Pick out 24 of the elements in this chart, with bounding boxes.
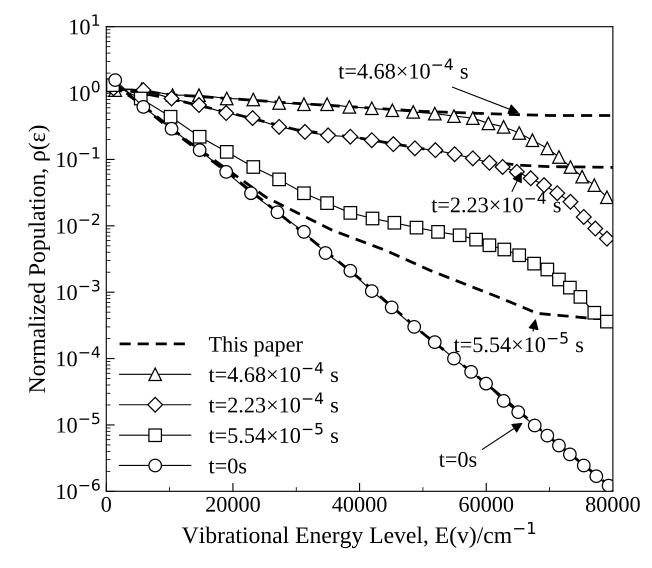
y-tick-label: 10$^{−1}$ [57,147,100,168]
legend-label: t=5.54×10$^{−5}$ s [208,422,338,444]
x-tick-label: 20000 [206,496,260,512]
legend-label: This paper [208,336,303,356]
annotation: t=4.68×10$^{−4}$ s [338,58,468,79]
x-tick-label: 60000 [459,496,514,512]
annotation: t=5.54×10$^{−5}$ s [454,332,584,352]
annotation: t=2.23×10$^{−4}$ s [431,192,561,213]
y-tick-label: 10$^{−6}$ [57,478,100,500]
x-tick-label: 0 [102,496,111,512]
y-tick-label: 10$^{−5}$ [57,412,100,433]
y-tick-label: 10$^{−2}$ [57,213,100,234]
y-tick-label: 10$^{0}$ [70,80,100,101]
legend-label: t=2.23×10$^{−4}$ s [208,392,338,413]
annotation: t=0s [438,452,476,467]
y-tick-label: 10$^{−4}$ [57,346,100,366]
y-tick-label: 10$^{1}$ [70,14,100,35]
x-axis-title: Vibrational Energy Level, E(v)/cm$^{−1}$ [182,522,536,548]
y-tick-label: 10$^{−3}$ [57,280,100,300]
legend-label: t=4.68×10$^{−4}$ s [208,362,338,382]
legend-label: t=0s [208,458,246,474]
x-tick-label: 40000 [332,496,387,512]
y-axis-title: Normalized Population, ρ(ε) [28,126,50,393]
x-tick-label: 80000 [586,496,640,512]
